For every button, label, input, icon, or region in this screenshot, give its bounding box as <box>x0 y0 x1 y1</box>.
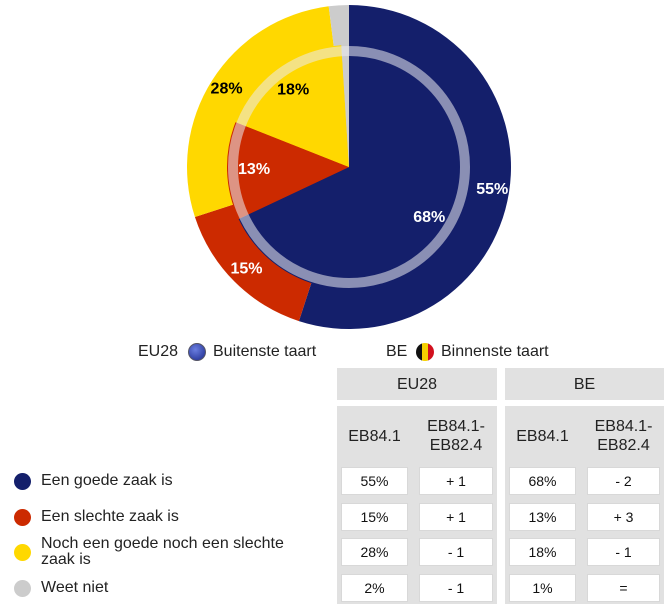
legend-dot <box>14 509 31 526</box>
pie-slice <box>341 45 349 167</box>
row-label: Noch een goede noch een slechte zaak is <box>41 535 284 568</box>
group-header: BE <box>505 368 664 400</box>
table-cell: 55% <box>341 467 408 495</box>
table-cell: 28% <box>341 538 408 566</box>
be-flag-icon <box>416 343 434 361</box>
slice-label: 18% <box>277 81 309 98</box>
table-cell: + 1 <box>419 503 493 531</box>
legend-name: BE <box>386 343 408 360</box>
column-header: EB84.1-EB82.4 <box>583 410 664 462</box>
row-label: Weet niet <box>41 579 109 596</box>
row-label: Een goede zaak is <box>41 472 173 489</box>
pie-slice <box>227 122 349 219</box>
row-label: Een slechte zaak is <box>41 508 179 525</box>
pie-chart: 55% 15% 28% 68% 13% 18% <box>186 5 511 329</box>
table-cell: = <box>587 574 660 602</box>
table-cell: + 1 <box>419 467 493 495</box>
pie-slice <box>238 45 471 289</box>
table-cell: - 1 <box>419 574 493 602</box>
slice-label: 68% <box>413 209 445 226</box>
table-cell: 13% <box>509 503 576 531</box>
legend-ring: Binnenste taart <box>441 343 549 360</box>
group-header: EU28 <box>337 368 497 400</box>
table-cell: 1% <box>509 574 576 602</box>
legend-dot <box>14 473 31 490</box>
table-cell: 18% <box>509 538 576 566</box>
pie-slice <box>235 45 349 167</box>
slice-label: 13% <box>238 161 270 178</box>
table-cell: - 2 <box>587 467 660 495</box>
table-cell: 2% <box>341 574 408 602</box>
table-cell: 68% <box>509 467 576 495</box>
table-cell: - 1 <box>419 538 493 566</box>
column-header: EB84.1-EB82.4 <box>415 410 497 462</box>
table-cell: - 1 <box>587 538 660 566</box>
inner-ring <box>228 46 470 288</box>
slice-label: 28% <box>211 81 243 98</box>
legend-dot <box>14 580 31 597</box>
slice-label: 15% <box>230 261 262 278</box>
eu-flag-icon <box>188 343 206 361</box>
column-header: EB84.1 <box>337 410 412 462</box>
legend-name: EU28 <box>138 343 179 360</box>
table-cell: 15% <box>341 503 408 531</box>
column-header: EB84.1 <box>505 410 580 462</box>
slice-label: 55% <box>476 181 508 198</box>
table-cell: + 3 <box>587 503 660 531</box>
legend-dot <box>14 544 31 561</box>
legend-ring: Buitenste taart <box>213 343 317 360</box>
